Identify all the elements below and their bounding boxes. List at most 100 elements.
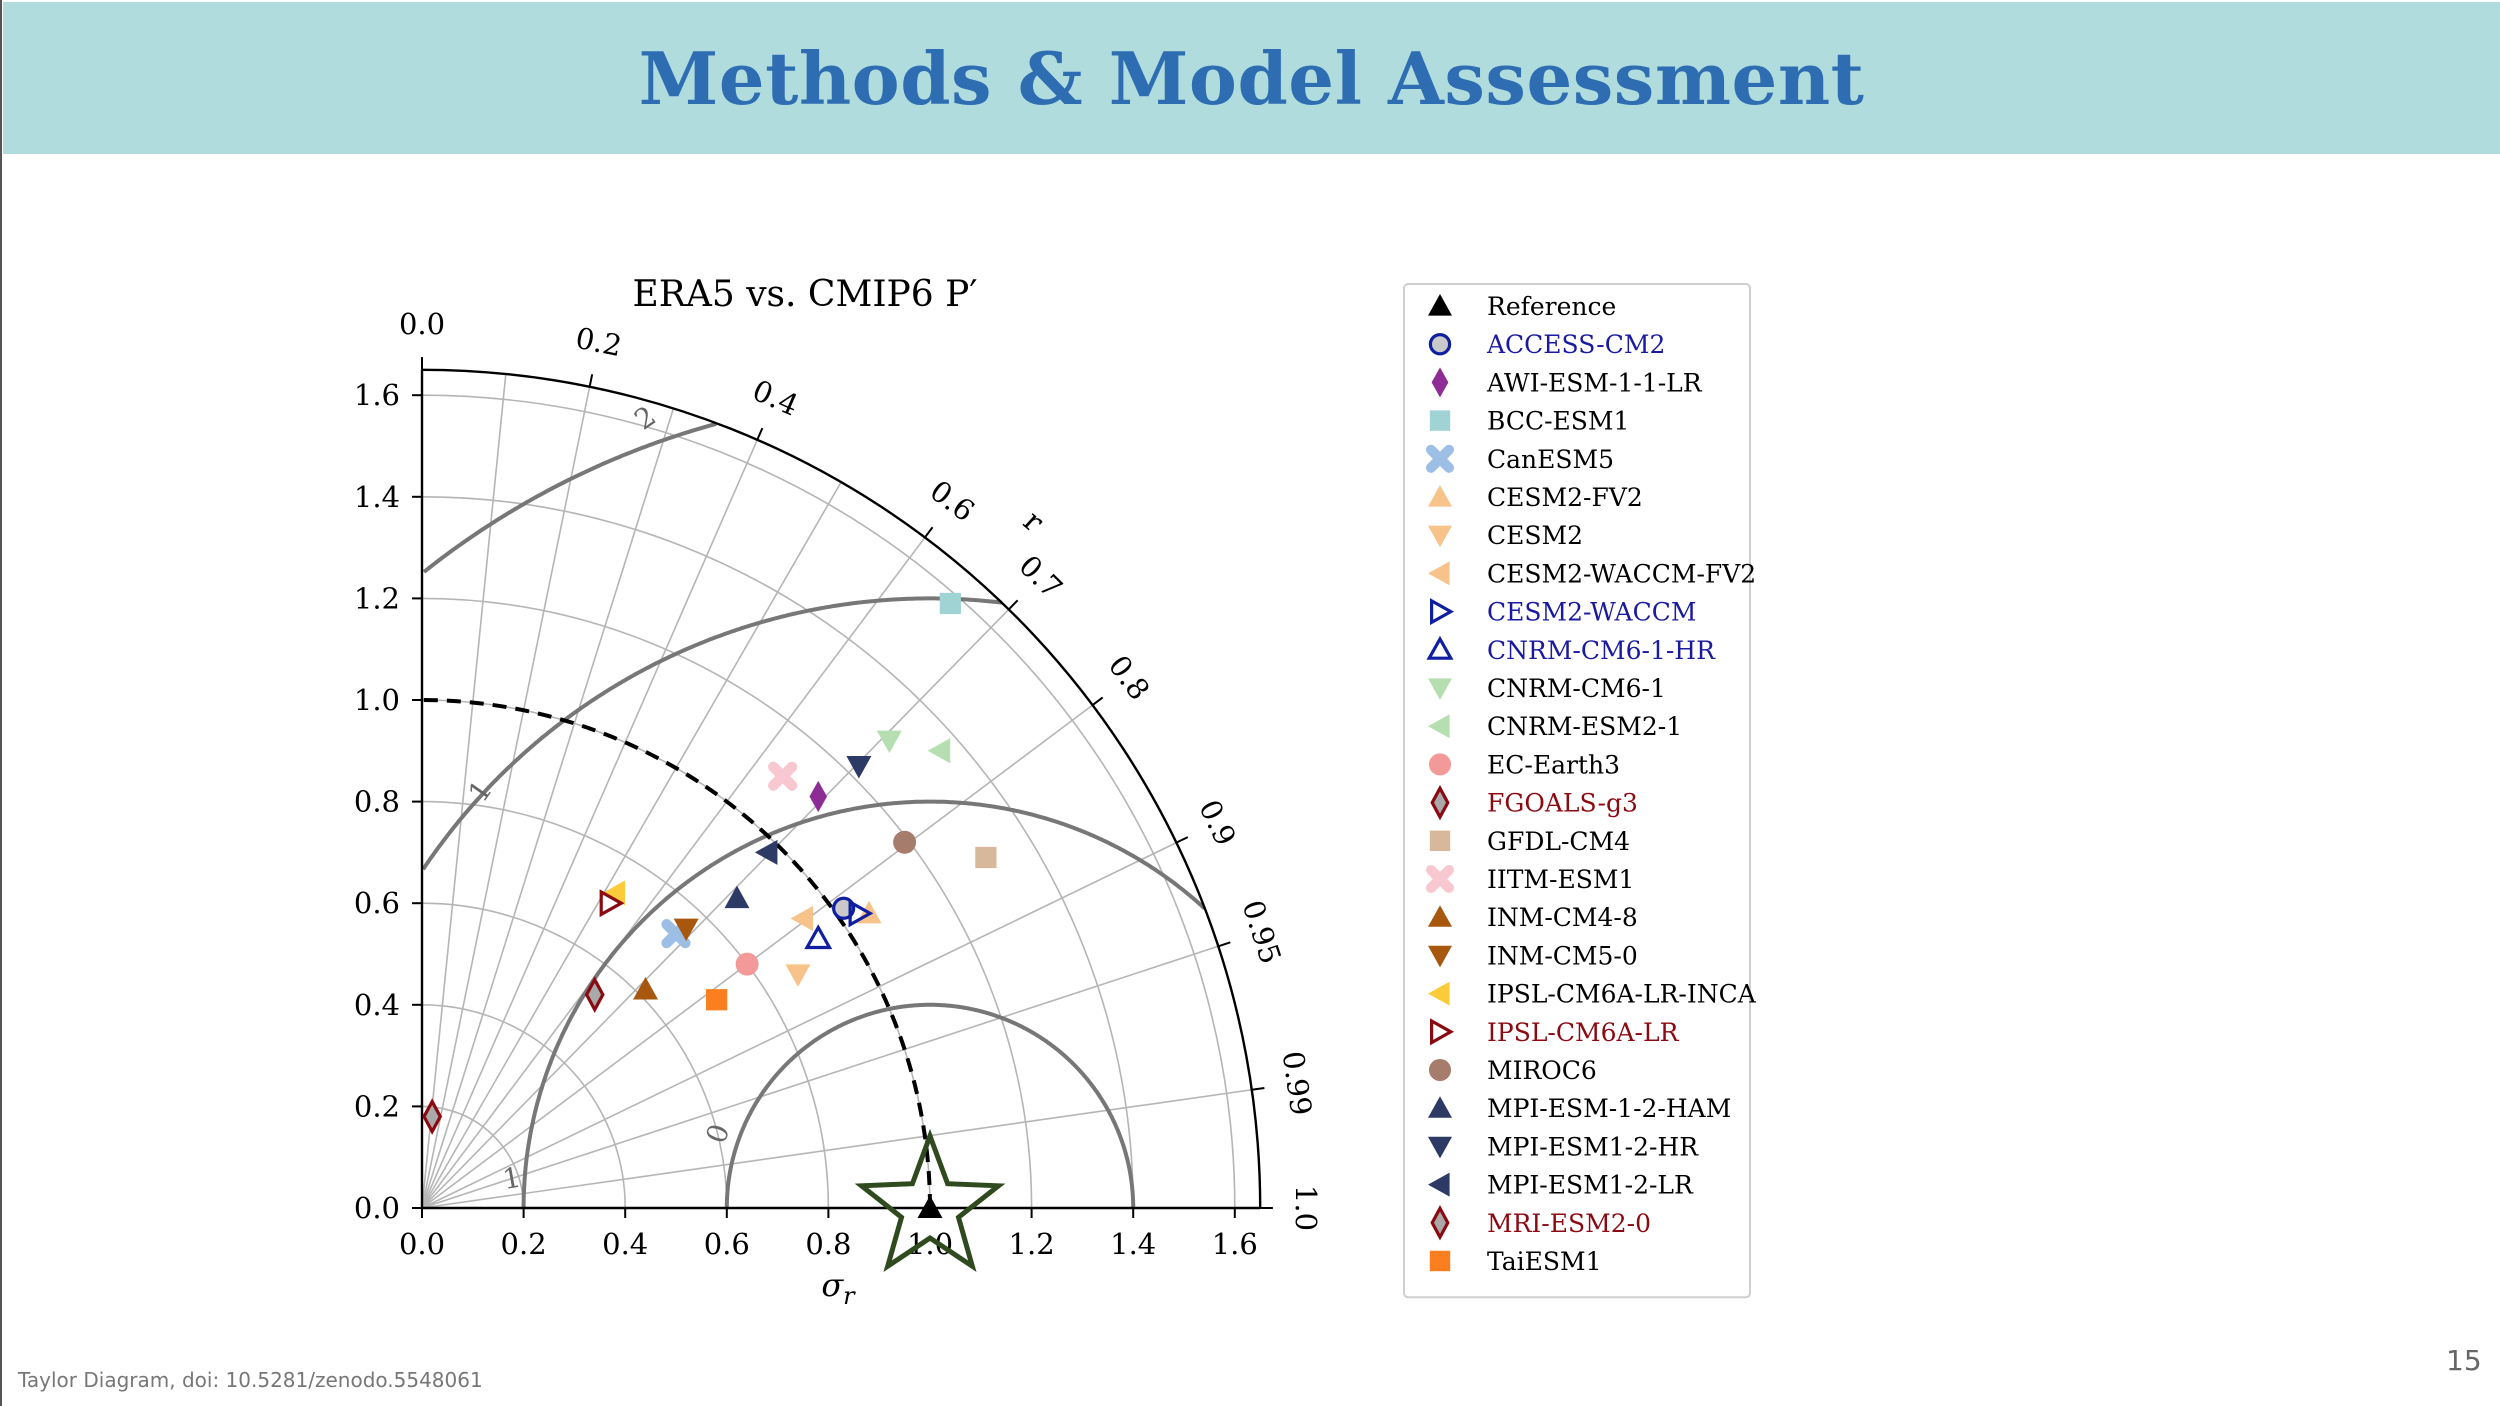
marker-shape [917,1195,943,1218]
marker-shape [1428,561,1450,586]
marker-shape [1429,1250,1451,1272]
x-tick-label: 0.8 [805,1227,851,1261]
x-tick-label: 1.2 [1009,1227,1055,1261]
legend-marker-miroc6 [1428,1058,1452,1082]
corr-tick-label: 0.0 [399,307,445,341]
point-cesm2-waccm-fv2 [790,905,813,931]
point-cnrm-cm6-1 [876,730,902,754]
rmsd-contour [521,799,1206,1208]
legend-marker-iitm-esm1 [1425,864,1455,894]
title-bar: Methods & Model Assessment [3,2,2500,154]
legend-label: MPI-ESM1-2-LR [1487,1171,1694,1200]
legend-marker-mri-esm2-0 [1430,1205,1450,1241]
corr-grid-line [421,704,1094,1209]
legend-marker-cesm2-waccm [1429,598,1455,626]
point-cesm2 [785,964,811,987]
marker-shape [1430,784,1450,821]
marker-shape [673,918,699,942]
outer-arc [421,368,1262,1209]
corr-tick [756,427,764,441]
marker-shape [633,977,659,1000]
point-fgoals-g3 [584,976,605,1013]
std-grid-arc [421,597,1033,1209]
marker-shape [602,880,626,906]
marker-shape [1425,864,1455,894]
legend-marker-ec-earth3 [1428,753,1452,776]
legend-marker-access-cm2 [1428,333,1452,356]
corr-tick-label: 0.6 [924,473,981,528]
marker-shape [1429,410,1451,431]
marker-shape [1428,294,1452,316]
rmsd-contour [421,596,1002,871]
legend-label: IPSL-CM6A-LR [1487,1018,1680,1047]
marker-shape [1428,1172,1450,1197]
x-tick-label: 1.4 [1110,1227,1156,1261]
marker-shape [599,889,625,918]
corr-tick-label: 0.4 [748,373,804,423]
marker-shape [724,885,750,909]
marker-shape [768,761,798,791]
legend-marker-canesm5 [1425,444,1455,473]
marker-shape [706,989,728,1011]
reference-std-arc [421,698,932,1209]
marker-shape [1428,981,1450,1006]
y-tick-label: 1.0 [354,683,400,717]
point-reference [917,1195,943,1218]
rmsd-contour-label: 1 [500,1161,523,1197]
point-gfdl-cm4 [975,846,997,869]
corr-grid-line [421,608,1010,1209]
legend-marker-bcc-esm1 [1429,410,1451,431]
marker-shape [876,730,902,754]
point-taiesm1 [706,989,728,1011]
marker-shape [1425,444,1455,473]
x-tick-label: 0.2 [501,1227,547,1261]
point-cesm2-waccm [848,899,874,928]
footnote: Taylor Diagram, doi: 10.5281/zenodo.5548… [18,1368,483,1392]
corr-tick [1091,696,1104,706]
point-miroc6 [893,830,917,854]
marker-shape [1431,367,1449,398]
corr-grid-line [421,1088,1252,1209]
legend-label: GFDL-CM4 [1487,827,1630,856]
marker-shape [1430,1205,1450,1241]
legend-marker-awi-esm-1-1-lr [1431,367,1449,398]
marker-shape [1428,1136,1452,1159]
y-tick-label: 1.6 [354,378,400,412]
rmsd-contour-label: 2 [628,399,662,436]
marker-shape [848,899,874,928]
legend-label: IITM-ESM1 [1487,865,1634,894]
corr-tick [1175,836,1189,844]
corr-tick-label: 0.9 [1192,795,1243,851]
legend-box [1403,283,1751,1299]
legend-label: BCC-ESM1 [1487,407,1629,436]
corr-grid-line [421,386,591,1209]
legend-label: TaiESM1 [1487,1247,1602,1276]
legend-label: CESM2 [1487,521,1583,550]
std-grid-arc [421,1004,626,1209]
legend-label: MRI-ESM2-0 [1487,1209,1651,1238]
y-tick-label: 0.6 [354,886,400,920]
marker-shape [1428,333,1452,356]
legend-marker-cnrm-cm6-1 [1428,678,1452,700]
y-tick-label: 0.8 [354,785,400,819]
marker-shape [893,830,917,854]
legend-label: CESM2-WACCM [1487,598,1696,627]
corr-tick-label: 0.95 [1235,896,1287,968]
legend-label: CESM2-FV2 [1487,483,1643,512]
page-number: 15 [2446,1344,2482,1377]
legend-marker-gfdl-cm4 [1429,830,1451,851]
legend-label: FGOALS-g3 [1487,789,1638,818]
legend-marker-cesm2-fv2 [1428,485,1452,507]
x-tick-label: 0.6 [704,1227,750,1261]
corr-grid-line [421,481,842,1209]
legend-marker-taiesm1 [1429,1250,1451,1272]
marker-shape [809,780,827,813]
legend-marker-mpi-esm-1-2-ham [1428,1096,1452,1118]
marker-shape [1426,635,1454,660]
point-cnrm-esm2-1 [927,738,951,764]
marker-shape [1428,1096,1452,1118]
rmsd-contour-label: 0 [699,1120,736,1148]
rmsd-contour-label: 1 [462,774,499,808]
